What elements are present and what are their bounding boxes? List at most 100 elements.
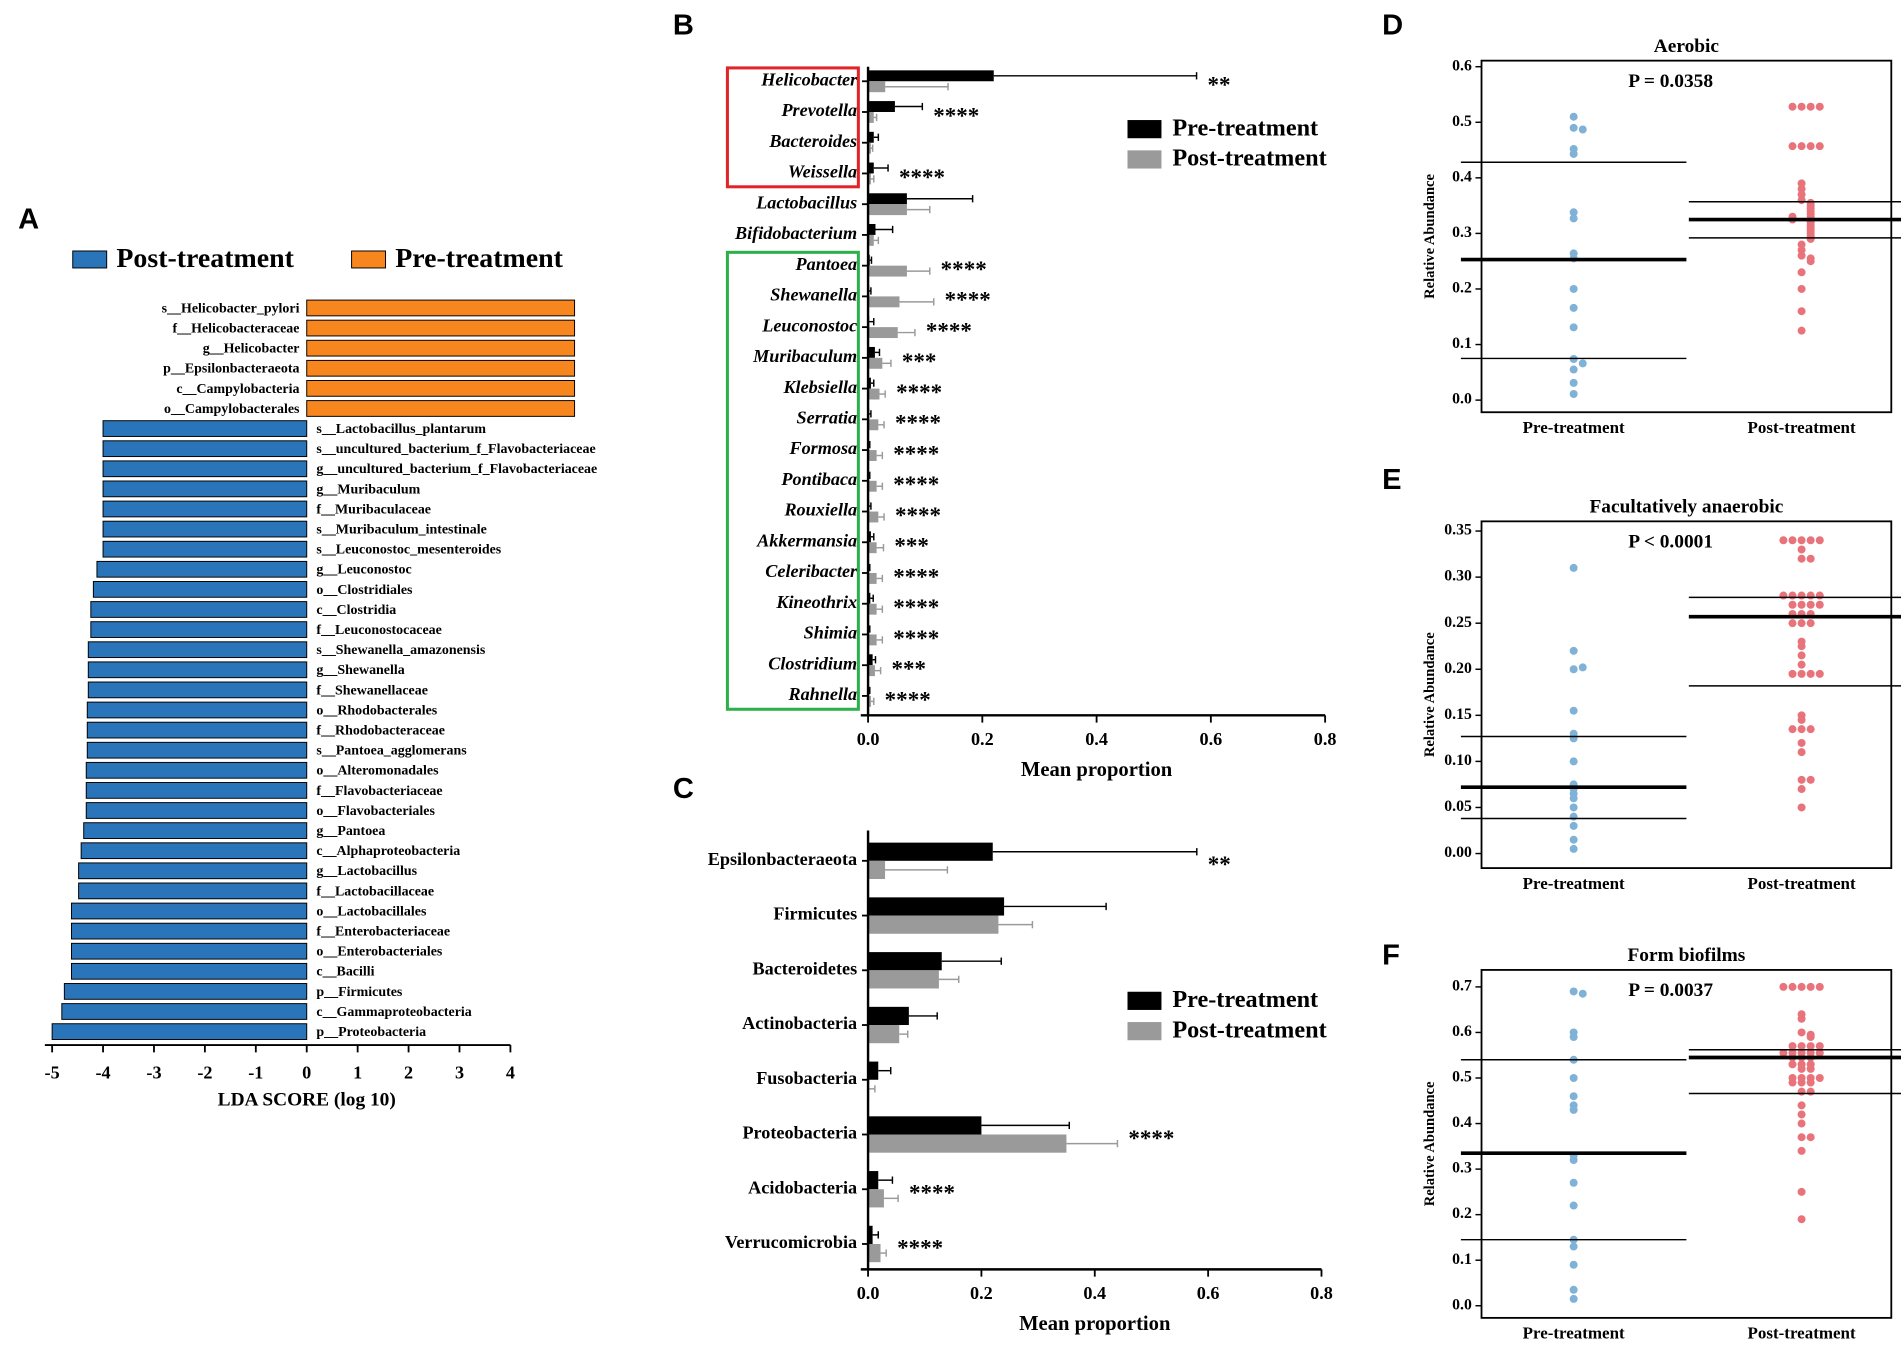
category-label: Bifidobacterium bbox=[734, 223, 857, 243]
bar bbox=[87, 681, 308, 699]
category-label: Bacteroides bbox=[768, 131, 857, 151]
legend-swatch bbox=[1127, 1022, 1162, 1041]
bar bbox=[78, 862, 308, 880]
y-tick-label: 0.5 bbox=[1452, 113, 1472, 130]
y-tick-label: 0.3 bbox=[1452, 224, 1472, 241]
category-label: p__Firmicutes bbox=[316, 985, 403, 1000]
data-point bbox=[1815, 142, 1824, 151]
y-tick-label: 0.0 bbox=[1452, 1296, 1472, 1313]
bar bbox=[102, 520, 308, 538]
category-label: Bacteroidetes bbox=[753, 958, 858, 978]
data-point bbox=[1806, 1033, 1815, 1042]
data-point bbox=[1788, 619, 1797, 628]
data-point bbox=[1569, 1092, 1578, 1101]
bar bbox=[868, 1025, 900, 1044]
y-axis-label: Relative Abundance bbox=[1422, 632, 1438, 757]
x-tick-label: 0.8 bbox=[1314, 729, 1337, 749]
data-point bbox=[1569, 835, 1578, 844]
data-point bbox=[1797, 1215, 1806, 1224]
bar bbox=[90, 601, 308, 618]
data-point bbox=[1569, 389, 1578, 398]
bar bbox=[90, 621, 308, 638]
legend-swatch bbox=[1127, 150, 1162, 169]
category-label: Prevotella bbox=[780, 100, 857, 120]
category-label: Epsilonbacteraeota bbox=[708, 849, 857, 869]
y-tick-label: 0.20 bbox=[1444, 660, 1472, 677]
bar bbox=[85, 782, 308, 799]
data-point bbox=[1569, 706, 1578, 715]
data-point bbox=[1569, 323, 1578, 332]
bar bbox=[868, 265, 907, 277]
data-point bbox=[1815, 1073, 1824, 1083]
data-point bbox=[1569, 1073, 1578, 1083]
x-tick-label: Pre-treatment bbox=[1523, 1324, 1625, 1343]
data-point bbox=[1569, 844, 1578, 853]
significance: **** bbox=[926, 317, 972, 343]
legend-label: Post-treatment bbox=[116, 243, 294, 274]
data-point bbox=[1806, 982, 1815, 991]
category-label: Clostridium bbox=[768, 653, 857, 673]
bar bbox=[868, 131, 874, 143]
data-point bbox=[1797, 190, 1806, 199]
panel-letter: A bbox=[18, 203, 39, 235]
category-label: s__Shewanella_amazonensis bbox=[316, 643, 485, 658]
bar bbox=[868, 111, 874, 123]
data-point bbox=[1779, 1048, 1788, 1057]
bar bbox=[868, 572, 877, 584]
category-label: Acidobacteria bbox=[748, 1177, 857, 1197]
bar bbox=[70, 922, 308, 940]
panel-letter: C bbox=[673, 773, 694, 805]
data-point bbox=[1815, 591, 1824, 600]
category-label: f__Lactobacillaceae bbox=[316, 884, 434, 899]
data-point bbox=[1797, 803, 1806, 812]
data-point bbox=[1815, 669, 1824, 678]
data-point bbox=[1797, 240, 1806, 249]
bar bbox=[83, 822, 308, 839]
bar bbox=[306, 380, 576, 397]
legend-label: Post-treatment bbox=[1172, 1016, 1326, 1043]
data-point bbox=[1797, 619, 1806, 628]
legend-swatch bbox=[1127, 991, 1162, 1010]
bar bbox=[868, 450, 877, 461]
bar bbox=[102, 540, 308, 558]
data-point bbox=[1788, 536, 1797, 545]
bar bbox=[80, 842, 308, 860]
category-label: Pantoea bbox=[795, 254, 858, 274]
data-point bbox=[1815, 102, 1824, 111]
data-point bbox=[1797, 785, 1806, 794]
bar bbox=[51, 1023, 308, 1040]
category-label: g__Muribaculum bbox=[316, 482, 420, 497]
category-label: Verrucomicrobia bbox=[725, 1232, 857, 1252]
bar bbox=[868, 634, 877, 646]
category-label: p__Epsilonbacteraeota bbox=[163, 362, 299, 377]
category-label: o__Flavobacteriales bbox=[316, 804, 435, 819]
x-tick-label: 0.6 bbox=[1197, 1283, 1220, 1303]
x-tick-label: 0.0 bbox=[857, 1283, 880, 1303]
x-tick-label: 1 bbox=[353, 1062, 362, 1082]
panel-letter: F bbox=[1382, 939, 1400, 971]
panel-letter: B bbox=[673, 9, 694, 41]
category-label: f__Flavobacteriaceae bbox=[316, 784, 442, 799]
bar bbox=[868, 204, 907, 216]
y-tick-label: 0.00 bbox=[1444, 844, 1472, 861]
y-tick-label: 0.3 bbox=[1452, 1160, 1472, 1177]
data-point bbox=[1797, 1119, 1806, 1128]
data-point bbox=[1797, 545, 1806, 554]
y-tick-label: 0.5 bbox=[1452, 1069, 1472, 1086]
category-label: Muribaculum bbox=[752, 346, 857, 366]
data-point bbox=[1797, 738, 1806, 747]
y-tick-label: 0.1 bbox=[1452, 335, 1472, 352]
x-tick-label: 0.0 bbox=[857, 729, 880, 749]
y-tick-label: 0.35 bbox=[1444, 522, 1472, 539]
data-point bbox=[1788, 102, 1797, 111]
category-label: s__Lactobacillus_plantarum bbox=[316, 422, 486, 437]
data-point bbox=[1788, 600, 1797, 609]
y-tick-label: 0.15 bbox=[1444, 706, 1472, 723]
x-tick-label: -5 bbox=[45, 1062, 60, 1082]
data-point bbox=[1806, 142, 1815, 151]
category-label: Kineothrix bbox=[775, 592, 857, 612]
data-point bbox=[1779, 591, 1788, 600]
x-tick-label: 0.4 bbox=[1085, 729, 1108, 749]
data-point bbox=[1797, 326, 1806, 335]
y-tick-label: 0.25 bbox=[1444, 614, 1472, 631]
